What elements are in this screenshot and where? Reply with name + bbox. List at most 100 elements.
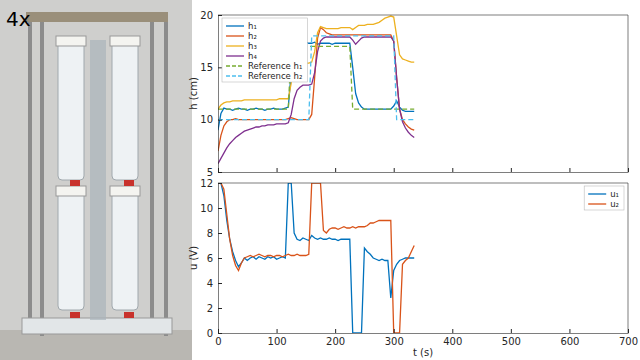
x-tick: [335, 168, 336, 172]
tick-mark: [218, 120, 222, 121]
legend-label: u₂: [610, 199, 619, 209]
y-tick: 10: [200, 114, 222, 125]
legend-box: [584, 186, 624, 210]
series-line: [218, 36, 414, 120]
legend-label: u₁: [610, 189, 619, 199]
tick-mark: [394, 168, 395, 172]
x-tick: [452, 168, 453, 172]
y-axis-title: u (V): [188, 246, 199, 270]
rig-rod: [150, 12, 154, 332]
rig-center: [90, 40, 106, 320]
legend-swatch: [588, 203, 606, 204]
x-axis: [219, 168, 629, 173]
y-tick: 12: [200, 178, 222, 189]
tick-mark: [218, 333, 222, 334]
tick-mark: [452, 329, 453, 333]
tick-label: 2: [207, 303, 213, 314]
tick-mark: [628, 329, 629, 333]
rig-top: [26, 12, 168, 22]
legend-label: h₄: [248, 51, 257, 61]
tick-label: 600: [560, 336, 579, 347]
rig-valve: [124, 180, 134, 186]
tick-mark: [218, 208, 222, 209]
series-line: [218, 183, 414, 333]
rig-rod: [40, 16, 44, 336]
tick-label: 700: [619, 336, 638, 347]
y-axis: 0 2 4 6 8 10 12: [200, 178, 222, 339]
legend-label: Reference h₂: [248, 71, 302, 81]
tick-mark: [218, 15, 222, 16]
y-tick: 4: [207, 278, 222, 289]
y-tick: 6: [207, 253, 222, 264]
legend-swatch: [226, 55, 244, 56]
tick-label: 8: [207, 228, 213, 239]
frame: [218, 15, 628, 16]
tick-label: 500: [502, 336, 521, 347]
tick-mark: [335, 168, 336, 172]
legend: u₁u₂: [584, 186, 624, 210]
x-tick: 700: [619, 329, 638, 347]
tick-mark: [394, 329, 395, 333]
tick-label: 20: [200, 10, 213, 21]
tick-label: 0: [207, 328, 213, 339]
tick-label: 10: [200, 203, 213, 214]
y-axis-title: h (cm): [188, 77, 199, 110]
legend: h₁h₂h₃h₄Reference h₁Reference h₂: [222, 18, 307, 82]
tick-mark: [218, 258, 222, 259]
series-group: [218, 16, 414, 164]
legend-swatch: [226, 45, 244, 46]
photo: 4x: [0, 0, 192, 360]
canvas: 4x5101520h (cm)h₁h₂h₃h₄Reference h₁Refer…: [0, 0, 640, 360]
series-line: [218, 183, 414, 333]
legend-swatch: [226, 25, 244, 26]
rig-rod: [164, 16, 168, 336]
axis-line: [219, 172, 629, 173]
tick-label: 15: [200, 62, 213, 73]
rig-tube: [112, 40, 138, 180]
rig-valve: [124, 312, 134, 318]
series-group: [218, 183, 414, 333]
tick-label: 5: [207, 167, 213, 178]
tick-mark: [511, 168, 512, 172]
rig-tube: [58, 190, 84, 310]
legend-swatch: [588, 193, 606, 194]
rig-cap: [56, 186, 86, 196]
tick-mark: [569, 329, 570, 333]
y-tick: 10: [200, 203, 222, 214]
chart: 5 10 15 20 h (cm) h₁h₂h₃h₄Reference h₁Referen…: [188, 10, 629, 178]
frame: [218, 183, 628, 184]
rig-tube: [58, 40, 84, 180]
x-axis-title: t (s): [413, 347, 433, 358]
tick-mark: [218, 67, 222, 68]
tick-label: 0: [215, 336, 221, 347]
tick-label: 100: [268, 336, 287, 347]
x-tick: 500: [502, 329, 521, 347]
x-tick: [511, 168, 512, 172]
x-tick: 200: [326, 329, 345, 347]
tick-mark: [218, 283, 222, 284]
tick-mark: [335, 329, 336, 333]
tick-label: 10: [200, 114, 213, 125]
plot-area: [218, 183, 628, 333]
legend-box: [222, 18, 307, 82]
x-tick: 300: [385, 329, 404, 347]
y-axis: 5 10 15 20: [200, 10, 222, 178]
tick-label: 4: [207, 278, 213, 289]
frame: [628, 183, 629, 333]
y-tick: 5: [207, 167, 222, 178]
rig-valve: [70, 312, 80, 318]
rig-valve: [70, 180, 80, 186]
x-tick: 600: [560, 329, 579, 347]
rig-cap: [110, 36, 140, 46]
tick-mark: [277, 168, 278, 172]
tick-mark: [218, 183, 222, 184]
legend-swatch: [226, 65, 244, 66]
frame: [628, 15, 629, 172]
y-tick: 20: [200, 10, 222, 21]
x-tick: [569, 168, 570, 172]
legend-label: h₃: [248, 41, 257, 51]
y-tick: 0: [207, 328, 222, 339]
plot-area: [218, 15, 628, 172]
rig-base: [22, 318, 172, 334]
rig-tube: [112, 190, 138, 310]
